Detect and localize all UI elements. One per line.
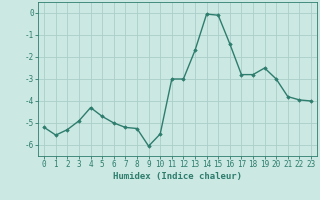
X-axis label: Humidex (Indice chaleur): Humidex (Indice chaleur) xyxy=(113,172,242,181)
